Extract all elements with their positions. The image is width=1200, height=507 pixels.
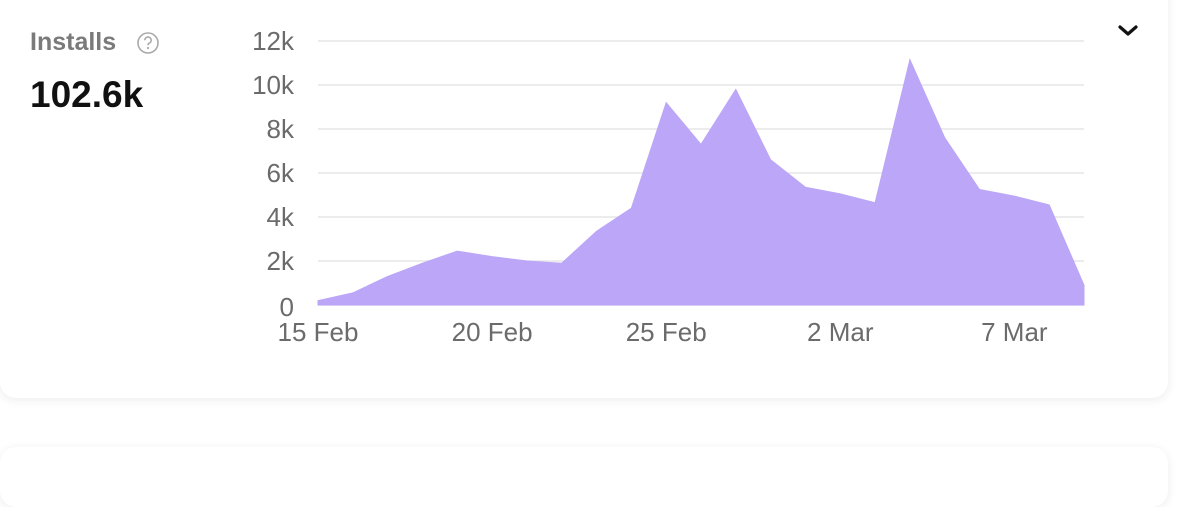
y-tick-label: 8k bbox=[267, 114, 295, 144]
next-card bbox=[0, 447, 1168, 507]
x-tick-label: 15 Feb bbox=[278, 317, 359, 347]
y-tick-label: 4k bbox=[267, 202, 295, 232]
area bbox=[317, 58, 1085, 306]
expand-chevron[interactable] bbox=[1116, 22, 1140, 40]
y-tick-label: 2k bbox=[267, 246, 295, 276]
help-icon[interactable] bbox=[136, 31, 160, 55]
x-tick-label: 7 Mar bbox=[981, 317, 1048, 347]
metric-total: 102.6k bbox=[30, 74, 144, 115]
page: Installs 102.6k 0 2k 4k 6k 8k 10k 12k 15 Feb 20 … bbox=[30, 22, 1140, 347]
y-tick-label: 6k bbox=[267, 158, 295, 188]
x-tick-label: 25 Feb bbox=[626, 317, 707, 347]
y-tick-label: 10k bbox=[252, 70, 295, 100]
x-tick-label: 2 Mar bbox=[807, 317, 874, 347]
y-tick-label: 12k bbox=[252, 26, 295, 56]
x-tick-label: 20 Feb bbox=[452, 317, 533, 347]
chart: 0 2k 4k 6k 8k 10k 12k 15 Feb 20 Feb 25 Feb 2 Mar 7 … bbox=[252, 26, 1085, 347]
metric-title: Installs bbox=[30, 28, 117, 56]
y-tick-label: 0 bbox=[280, 292, 294, 322]
